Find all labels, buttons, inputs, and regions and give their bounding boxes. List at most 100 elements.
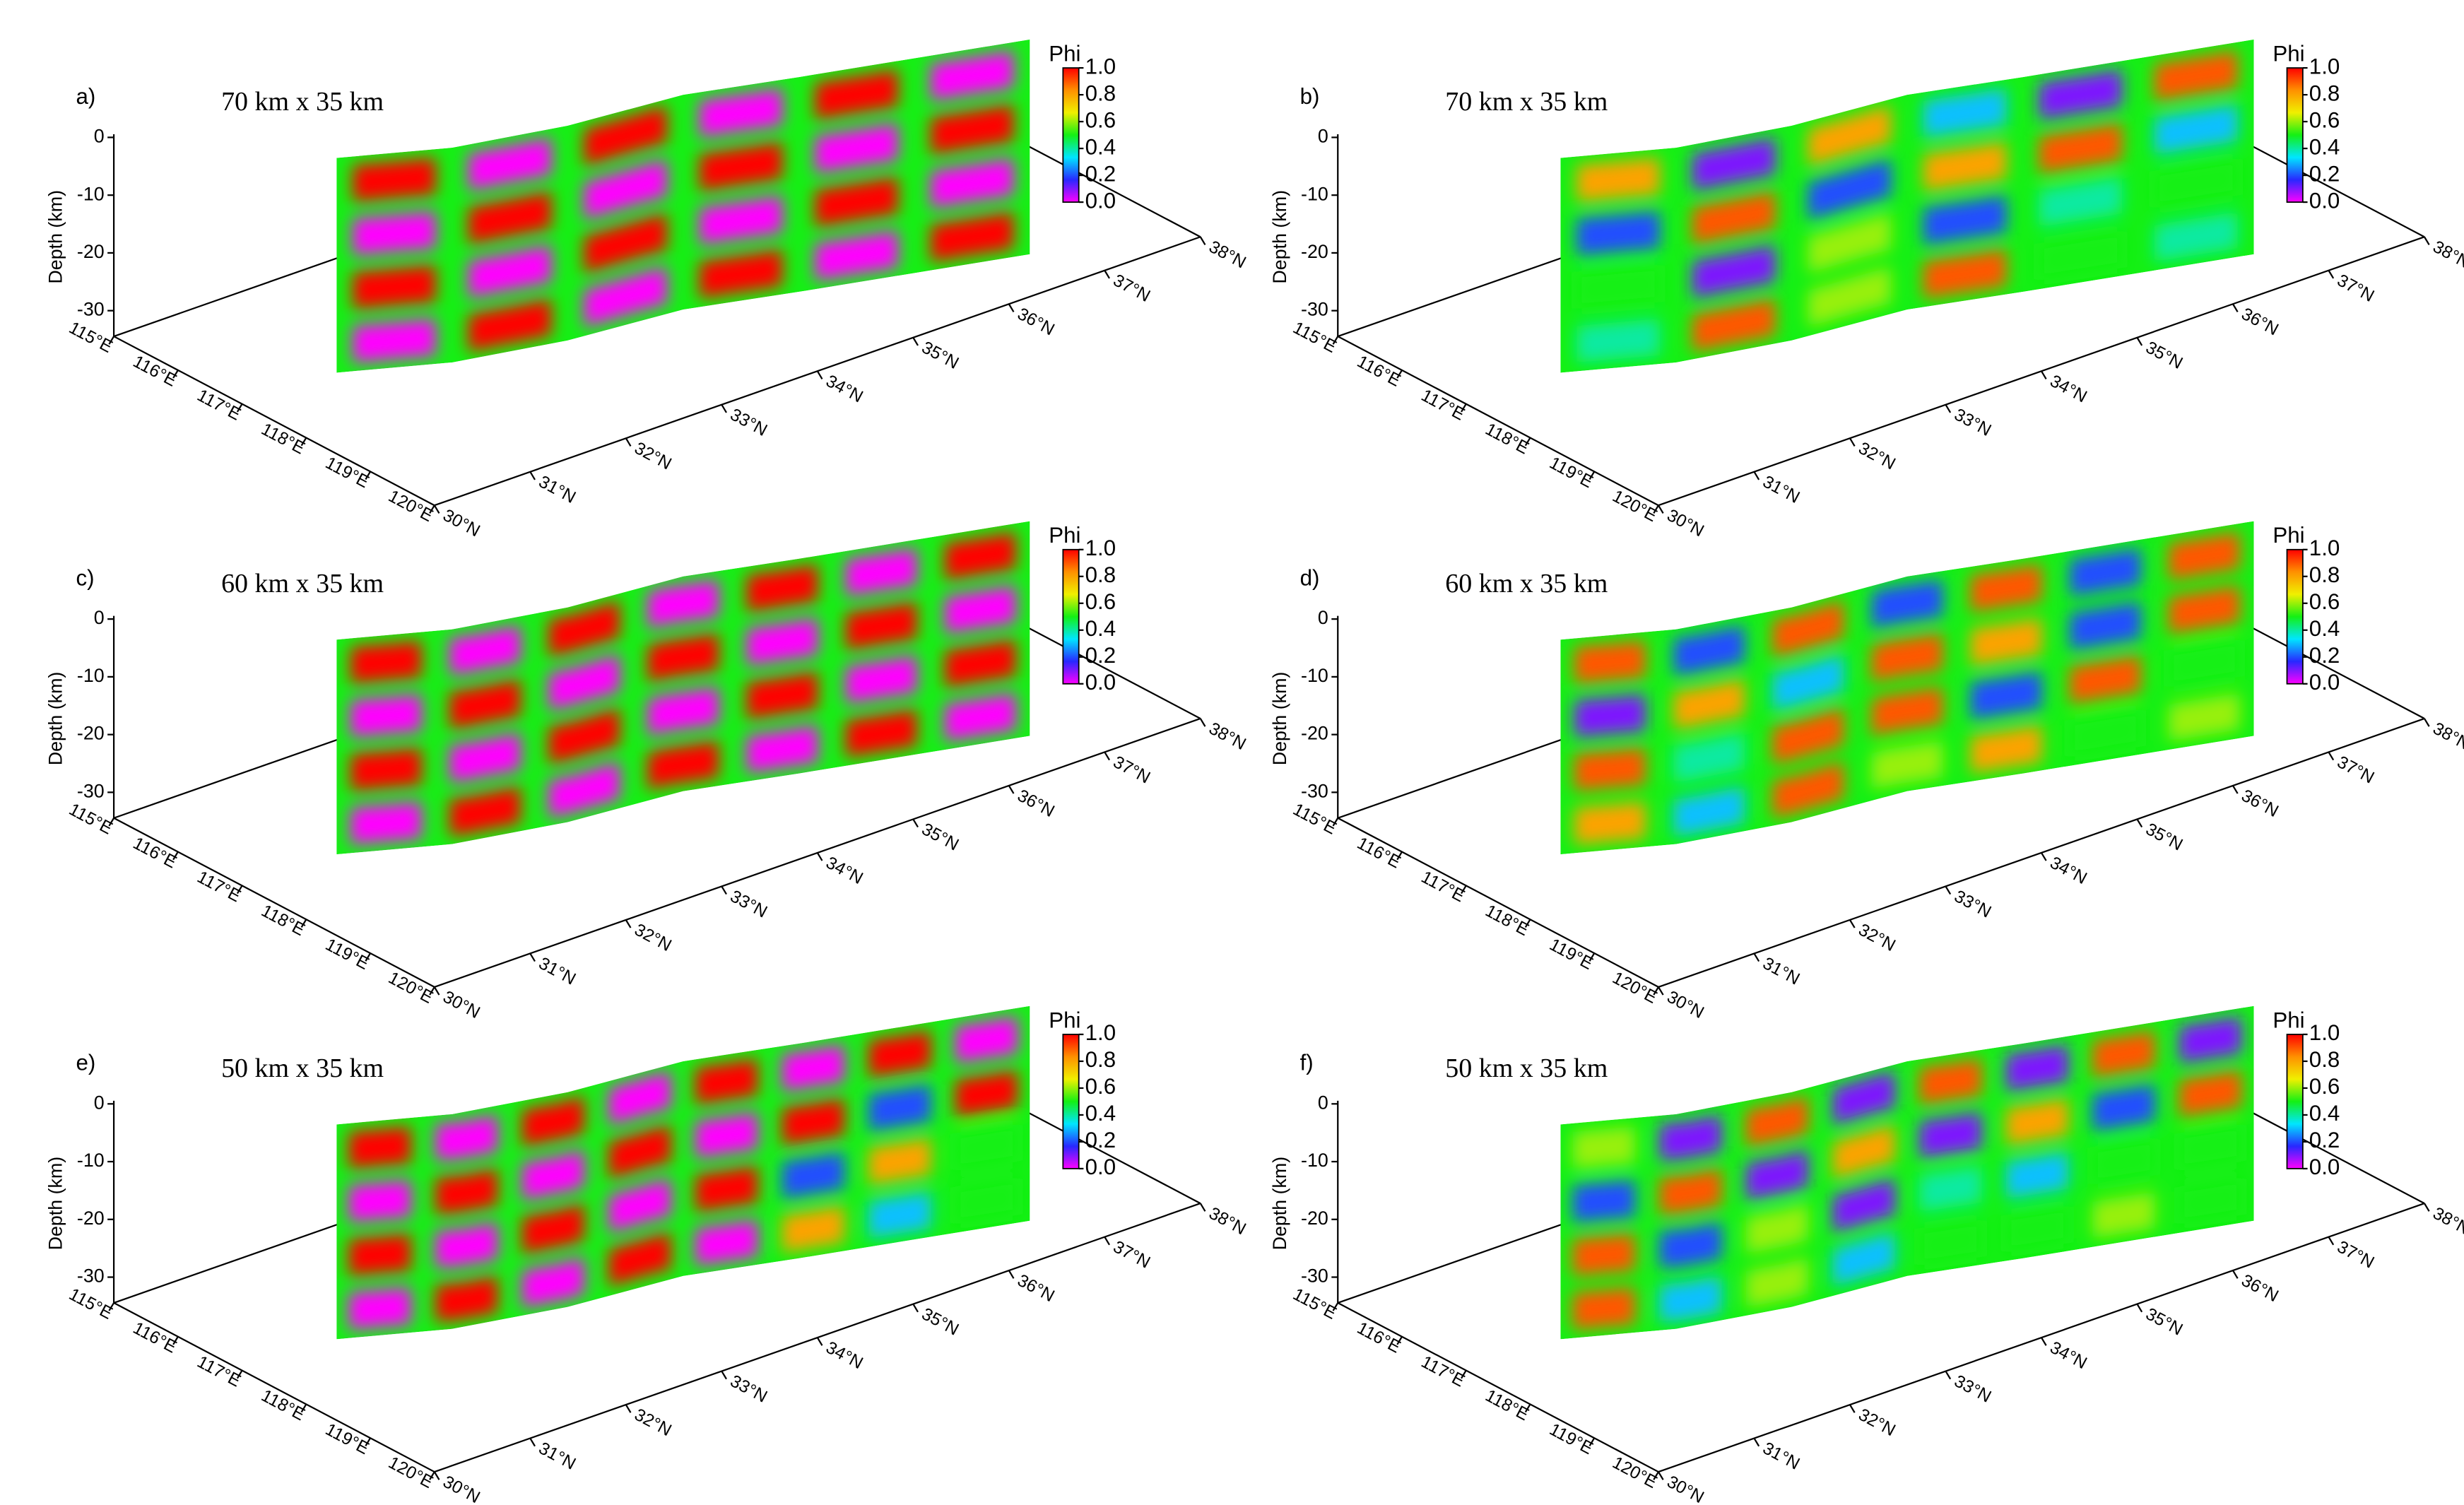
lat-tick <box>2424 718 2430 727</box>
lat-tick <box>1104 751 1110 761</box>
x-tick-label: 115°E <box>1290 318 1339 357</box>
cell <box>1970 671 2042 720</box>
lat-tick <box>1199 718 1206 727</box>
lat-tick-label: 35°N <box>919 338 962 373</box>
lat-tick-label: 34°N <box>2047 854 2090 889</box>
colorbar-tick-label: 0.2 <box>1085 1128 1116 1152</box>
lat-tick-label: 31°N <box>536 472 579 507</box>
surface <box>1560 1005 2254 1340</box>
y-tick-label: -30 <box>1301 299 1328 320</box>
colorbar-tick-label: 1.0 <box>2309 54 2340 78</box>
surface-background <box>336 1005 1030 1340</box>
lat-tick <box>1753 952 1760 962</box>
lon-axis <box>1337 1302 1659 1473</box>
lat-tick <box>912 337 919 346</box>
lat-tick-label: 30°N <box>440 1472 483 1505</box>
cell <box>2179 1123 2242 1171</box>
x-tick <box>365 471 372 480</box>
cell <box>2179 1177 2242 1224</box>
cell <box>449 786 521 836</box>
y-tick-label: -30 <box>1301 780 1328 801</box>
lat-tick <box>912 1304 919 1313</box>
colorbar <box>1062 548 1080 685</box>
cell <box>845 709 917 757</box>
lat-tick-label: 37°N <box>1110 271 1153 306</box>
colorbar-tick-label: 0.0 <box>2309 188 2340 213</box>
cell <box>930 211 1014 262</box>
cell <box>1808 159 1892 220</box>
cell <box>608 1232 671 1287</box>
lat-tick <box>2232 1270 2239 1279</box>
colorbar-tick-label: 0.4 <box>1085 1101 1116 1126</box>
lat-tick <box>721 1371 727 1380</box>
surface <box>336 39 1030 373</box>
y-axis-label: Depth (km) <box>1269 1157 1290 1251</box>
lat-tick-label: 30°N <box>440 506 483 541</box>
cell <box>2039 230 2123 281</box>
colorbar-tick-label: 0.0 <box>1085 1155 1116 1179</box>
panel-title: 60 km x 35 km <box>221 569 384 598</box>
cell <box>1923 195 2007 245</box>
cell <box>2005 1205 2069 1253</box>
y-tick-label: 0 <box>1318 607 1328 628</box>
lat-tick-label: 31°N <box>1759 472 1803 507</box>
colorbar-tick-label: 0.4 <box>2309 1101 2340 1126</box>
lat-tick <box>2041 1337 2047 1346</box>
lat-tick <box>1658 1471 1664 1480</box>
colorbar-label: Phi <box>2273 41 2304 66</box>
cell <box>1919 1220 1982 1266</box>
cell <box>746 564 818 613</box>
cell <box>782 1152 845 1199</box>
cell <box>944 692 1016 741</box>
lat-tick <box>2424 1203 2430 1212</box>
lat-tick-label: 35°N <box>919 820 962 855</box>
cell <box>1745 1149 1809 1200</box>
y-tick-label: -20 <box>1301 241 1328 262</box>
panel: e) 50 km x 35 km 0 -10 -20 -30 Depth (km) 115°E… <box>45 1005 1249 1505</box>
x-tick-label: 115°E <box>66 318 115 357</box>
x-tick <box>1653 504 1659 514</box>
cell <box>1919 1166 1982 1212</box>
x-tick <box>1332 1302 1339 1311</box>
cell <box>1574 801 1646 845</box>
cell <box>521 1149 584 1200</box>
cell <box>695 1058 758 1105</box>
y-tick-label: 0 <box>94 126 105 147</box>
cell <box>435 1114 498 1161</box>
cell <box>2069 601 2141 650</box>
lat-tick <box>1945 885 1952 895</box>
cell <box>1576 319 1660 363</box>
cell <box>1576 211 1660 256</box>
colorbar-tick-label: 0.8 <box>2309 562 2340 587</box>
surface <box>336 1005 1030 1340</box>
cell <box>1772 600 1844 657</box>
y-tick-label: -30 <box>77 299 105 320</box>
y-tick-label: -20 <box>1301 1208 1328 1229</box>
colorbar-tick-label: 0.6 <box>2309 589 2340 614</box>
cell <box>1772 707 1844 765</box>
cell <box>647 687 719 737</box>
colorbar-tick-label: 0.8 <box>1085 1047 1116 1072</box>
lat-tick <box>433 1471 440 1480</box>
cell <box>2154 104 2238 155</box>
cell <box>1923 141 2007 191</box>
lat-tick-label: 34°N <box>2047 1338 2090 1374</box>
cell <box>868 1138 931 1185</box>
lat-tick-label: 31°N <box>1759 954 1803 989</box>
cell <box>1572 1234 1635 1276</box>
y-tick-label: -10 <box>1301 665 1328 686</box>
cell <box>868 1030 931 1078</box>
cells <box>350 531 1016 845</box>
x-tick <box>300 919 307 928</box>
cell <box>845 655 917 704</box>
lat-tick-label: 35°N <box>2142 338 2186 373</box>
x-tick-label: 115°E <box>1290 1285 1339 1323</box>
cell <box>955 1070 1018 1117</box>
lat-tick <box>1008 1270 1015 1279</box>
panel: d) 60 km x 35 km 0 -10 -20 -30 Depth (km) 115°E… <box>1269 521 2464 1022</box>
colorbar-label: Phi <box>2273 523 2304 548</box>
lat-tick-label: 33°N <box>727 1371 770 1407</box>
cell <box>1871 633 1943 683</box>
cell <box>815 177 899 228</box>
